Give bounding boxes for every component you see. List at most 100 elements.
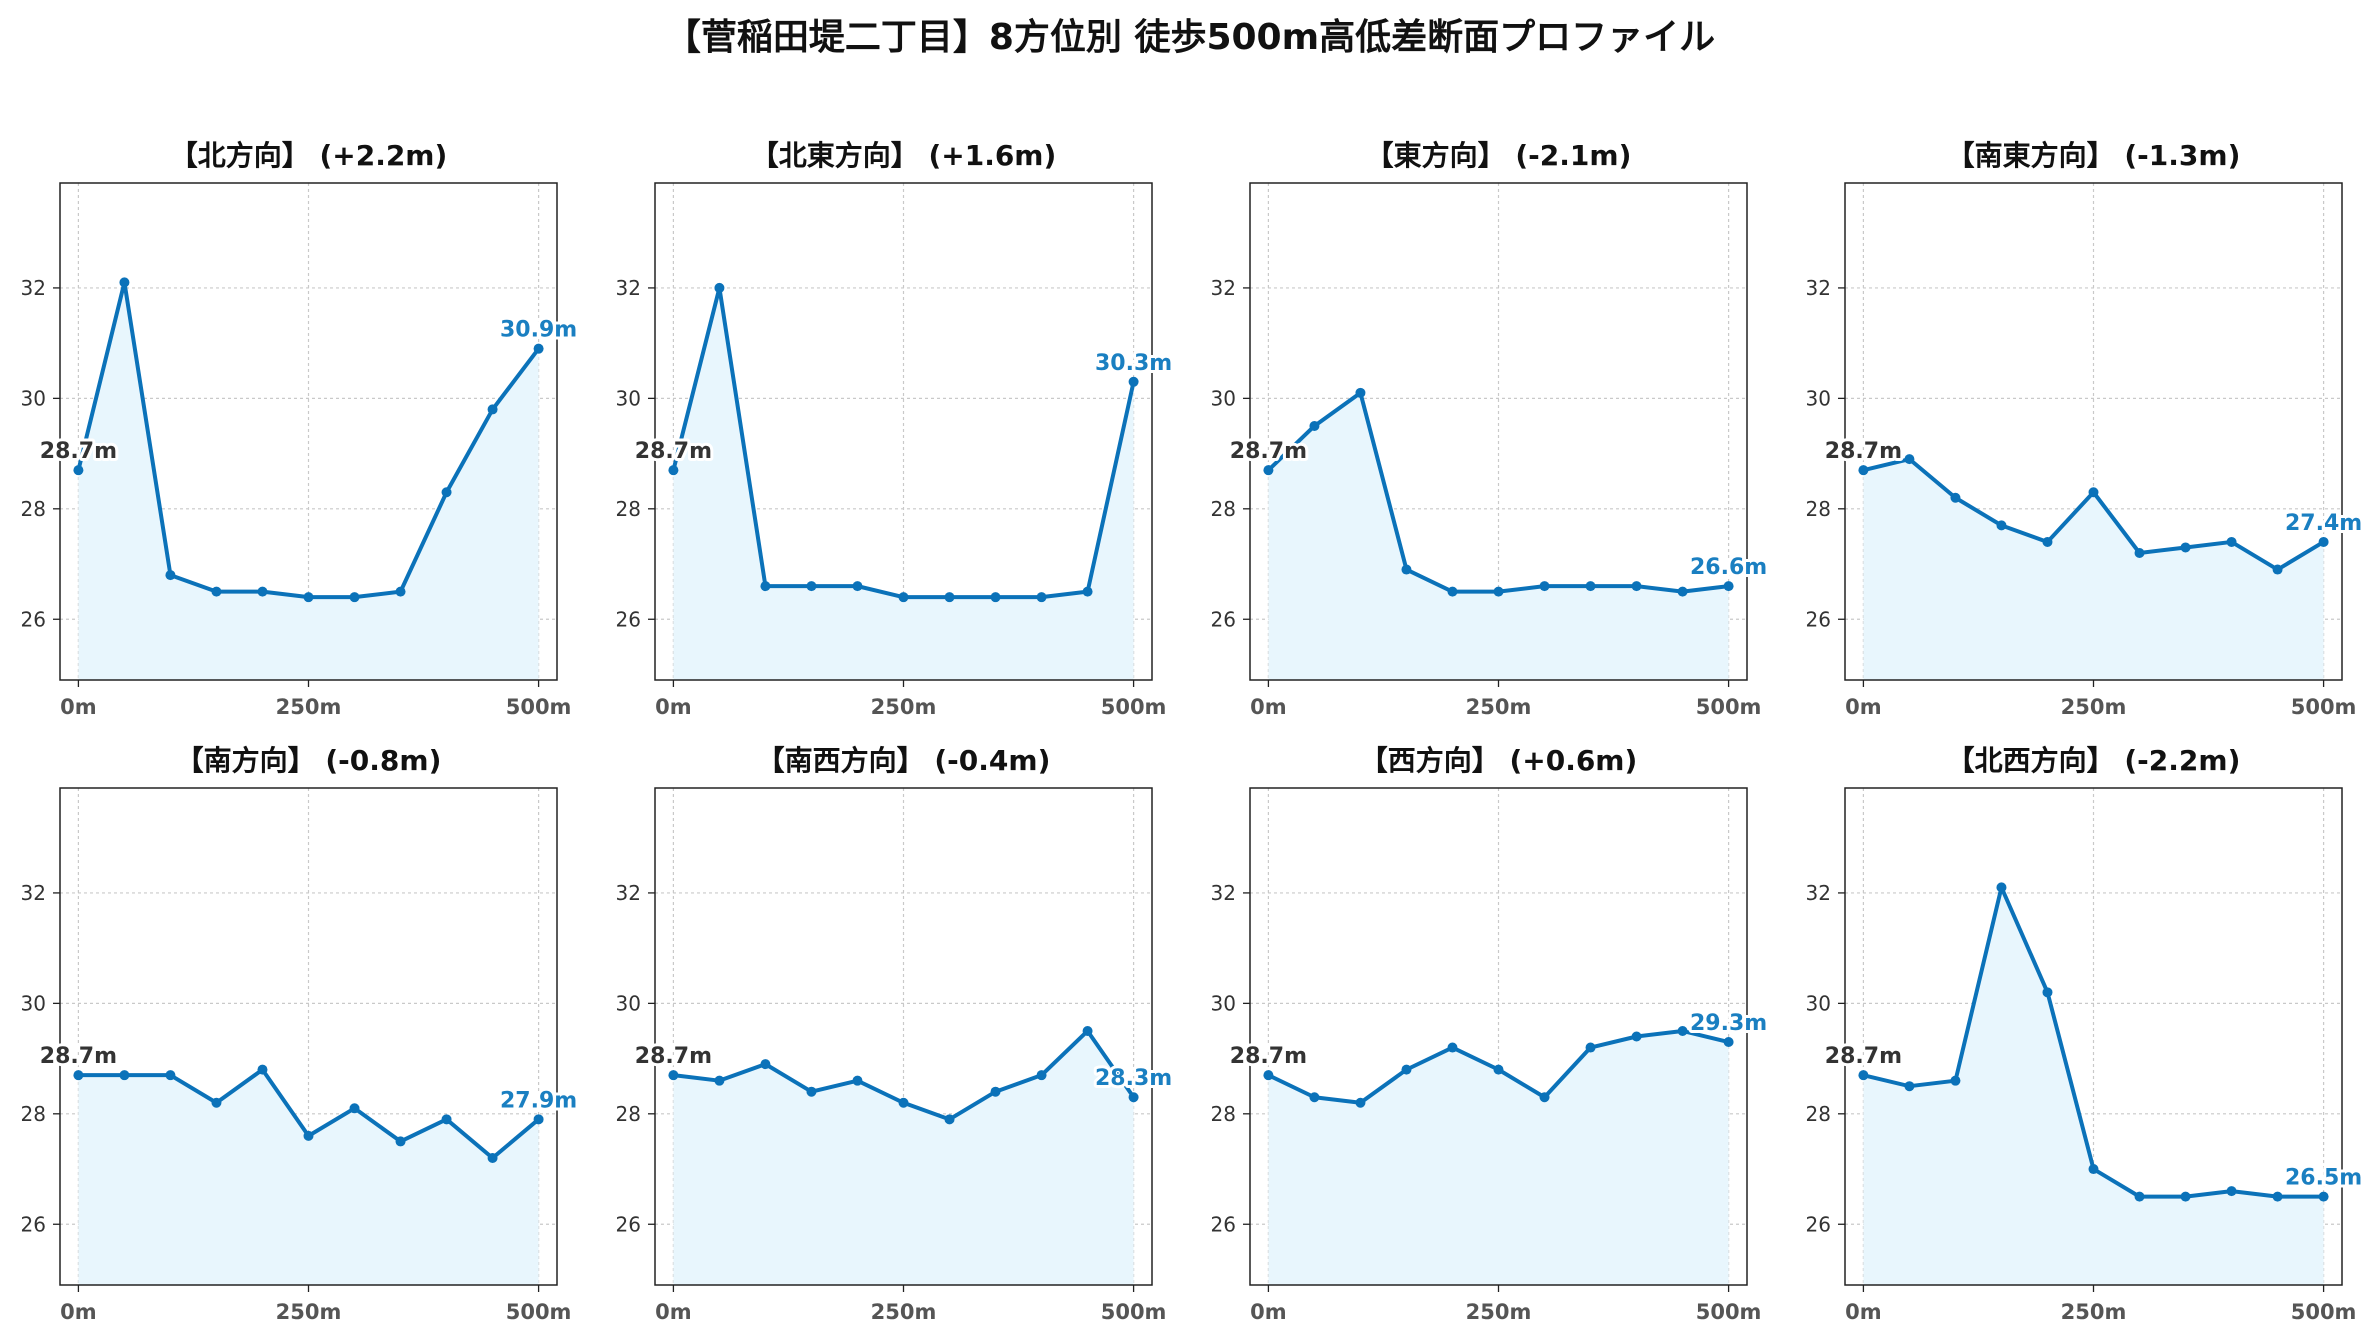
start-elevation-label-halo: 28.7m xyxy=(1825,439,1902,464)
data-point xyxy=(2318,1191,2329,1202)
start-elevation-label-halo: 28.7m xyxy=(40,1044,117,1069)
end-elevation-label-halo: 26.5m xyxy=(2285,1166,2362,1191)
y-tick-label: 30 xyxy=(616,991,641,1015)
data-point xyxy=(2088,487,2099,498)
axes-frame xyxy=(654,787,1153,1286)
data-point xyxy=(395,1136,406,1147)
elevation-area xyxy=(1268,1030,1729,1285)
data-point xyxy=(257,1064,268,1075)
axes-frame xyxy=(654,182,1153,681)
data-point xyxy=(1309,420,1320,431)
y-tick-label: 28 xyxy=(21,497,46,521)
subplot-title: 【北西方向】 (-2.2m) xyxy=(1947,744,2241,777)
data-point xyxy=(2180,542,2191,553)
data-point xyxy=(760,1059,771,1070)
start-elevation-label-halo: 28.7m xyxy=(1230,1044,1307,1069)
data-point xyxy=(165,570,176,581)
start-elevation-label-halo: 28.7m xyxy=(635,439,712,464)
start-elevation-label: 28.7m xyxy=(635,1044,712,1069)
y-tick-label: 28 xyxy=(616,1102,641,1126)
data-point xyxy=(1723,1037,1734,1048)
subplot-title: 【北東方向】 (+1.6m) xyxy=(751,139,1057,172)
data-point xyxy=(1904,454,1915,465)
data-point xyxy=(898,592,909,603)
data-point xyxy=(1447,586,1458,597)
x-tick-label: 0m xyxy=(60,695,97,719)
x-tick-label: 250m xyxy=(276,1300,342,1324)
elevation-area xyxy=(1863,887,2324,1285)
x-tick-label: 250m xyxy=(871,695,937,719)
x-tick-label: 0m xyxy=(655,1300,692,1324)
y-tick-label: 32 xyxy=(1806,276,1831,300)
x-tick-label: 0m xyxy=(1250,1300,1287,1324)
data-point xyxy=(1950,1075,1961,1086)
data-point xyxy=(441,1114,452,1125)
y-tick-label: 26 xyxy=(616,1212,641,1236)
axes-frame xyxy=(1844,787,2343,1286)
data-point xyxy=(1401,1064,1412,1075)
end-elevation-label-halo: 30.9m xyxy=(500,318,577,343)
end-elevation-label-halo: 26.6m xyxy=(1690,555,1767,580)
axes-frame xyxy=(1844,182,2343,681)
elevation-area xyxy=(78,282,539,680)
axes-frame xyxy=(1249,787,1748,1286)
x-tick-label: 0m xyxy=(60,1300,97,1324)
start-elevation-label-halo: 28.7m xyxy=(1230,439,1307,464)
data-point xyxy=(1858,1070,1869,1081)
data-point xyxy=(1355,387,1366,398)
data-point xyxy=(944,592,955,603)
data-point xyxy=(2180,1191,2191,1202)
data-point xyxy=(806,581,817,592)
end-elevation-label: 30.3m xyxy=(1095,351,1172,376)
x-tick-label: 0m xyxy=(655,695,692,719)
data-point xyxy=(1539,1092,1550,1103)
data-point xyxy=(2272,1191,2283,1202)
data-point xyxy=(2088,1164,2099,1175)
data-point xyxy=(303,1130,314,1141)
x-tick-label: 500m xyxy=(1696,695,1762,719)
y-tick-label: 32 xyxy=(21,881,46,905)
x-tick-label: 500m xyxy=(1101,1300,1167,1324)
end-elevation-label: 29.3m xyxy=(1690,1011,1767,1036)
x-tick-label: 500m xyxy=(2291,695,2357,719)
y-tick-label: 32 xyxy=(1806,881,1831,905)
y-tick-label: 28 xyxy=(1806,497,1831,521)
y-tick-label: 26 xyxy=(1806,607,1831,631)
end-elevation-label-halo: 30.3m xyxy=(1095,351,1172,376)
data-point xyxy=(2134,1191,2145,1202)
data-point xyxy=(1128,376,1139,387)
data-point xyxy=(119,1070,130,1081)
data-point xyxy=(2226,536,2237,547)
end-elevation-label-halo: 28.3m xyxy=(1095,1066,1172,1091)
data-point xyxy=(1447,1042,1458,1053)
subplot-title: 【南方向】 (-0.8m) xyxy=(176,744,442,777)
data-point xyxy=(1309,1092,1320,1103)
start-elevation-label: 28.7m xyxy=(1230,439,1307,464)
data-point xyxy=(2318,536,2329,547)
data-point xyxy=(1631,581,1642,592)
x-tick-label: 250m xyxy=(871,1300,937,1324)
data-point xyxy=(1904,1081,1915,1092)
data-point xyxy=(211,586,222,597)
y-tick-label: 26 xyxy=(616,607,641,631)
axes-frame xyxy=(59,787,558,1286)
data-point xyxy=(806,1086,817,1097)
data-point xyxy=(211,1097,222,1108)
data-point xyxy=(1950,492,1961,503)
end-elevation-label: 30.9m xyxy=(500,318,577,343)
end-elevation-label: 28.3m xyxy=(1095,1066,1172,1091)
start-elevation-label-halo: 28.7m xyxy=(1825,1044,1902,1069)
y-tick-label: 30 xyxy=(1806,991,1831,1015)
x-tick-label: 250m xyxy=(1466,695,1532,719)
start-elevation-label-halo: 28.7m xyxy=(635,1044,712,1069)
data-point xyxy=(1996,520,2007,531)
start-elevation-label: 28.7m xyxy=(1230,1044,1307,1069)
data-point xyxy=(2272,564,2283,575)
y-tick-label: 30 xyxy=(1211,991,1236,1015)
data-point xyxy=(1677,586,1688,597)
y-tick-label: 26 xyxy=(1211,1212,1236,1236)
data-point xyxy=(487,404,498,415)
